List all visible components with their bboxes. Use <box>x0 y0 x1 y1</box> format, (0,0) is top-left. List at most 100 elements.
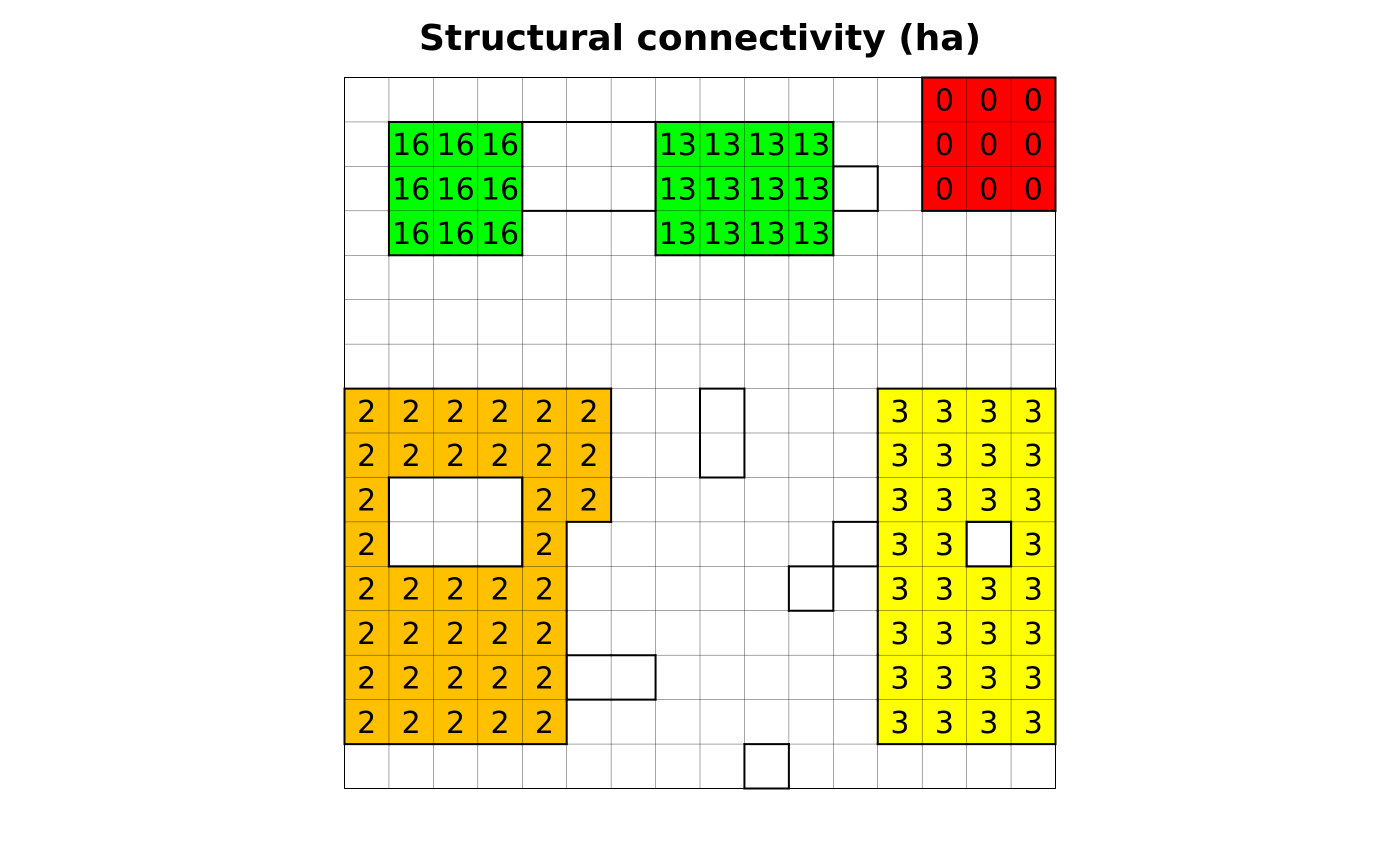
grid-cell <box>744 299 790 345</box>
grid-cell <box>966 433 1012 478</box>
grid-cell <box>833 655 879 701</box>
grid-cell <box>611 388 656 434</box>
grid-cell <box>611 433 656 478</box>
grid-cell <box>922 566 968 612</box>
cell-label: 2 <box>446 617 465 652</box>
grid-cell <box>922 610 968 656</box>
grid-cell <box>477 344 523 389</box>
grid-cell <box>477 699 523 745</box>
cell-label: 2 <box>357 395 376 430</box>
grid-cell <box>700 610 745 656</box>
grid-cell <box>877 433 923 478</box>
grid-cell <box>522 699 568 745</box>
cell-label: 2 <box>490 573 509 608</box>
grid-cell <box>344 477 390 523</box>
grid-cell <box>611 477 656 523</box>
grid-cell <box>700 210 745 256</box>
grid-cell <box>744 166 790 212</box>
cell-label: 2 <box>490 395 509 430</box>
cell-label: 0 <box>1024 173 1043 208</box>
grid-cell <box>1011 121 1056 167</box>
grid-cell <box>477 744 523 789</box>
cell-label: 3 <box>979 617 998 652</box>
grid-cell <box>833 255 879 301</box>
grid-cell <box>700 299 745 345</box>
grid-cell <box>744 655 790 701</box>
grid-cell <box>566 610 612 656</box>
grid-cell <box>655 121 701 167</box>
grid-cell <box>788 299 834 345</box>
grid-cell <box>700 388 745 434</box>
grid-cell <box>433 166 479 212</box>
grid-cell <box>833 121 879 167</box>
grid-cell <box>655 388 701 434</box>
grid-cell <box>833 433 879 478</box>
grid-cell <box>966 344 1012 389</box>
grid-cell <box>477 433 523 478</box>
cell-label: 16 <box>481 128 519 163</box>
grid-cell <box>1011 699 1056 745</box>
grid-cell <box>477 77 523 123</box>
cell-label: 2 <box>446 573 465 608</box>
grid-cell <box>788 344 834 389</box>
cell-label: 13 <box>659 173 697 208</box>
cell-label: 13 <box>659 128 697 163</box>
grid-cell <box>388 433 434 478</box>
grid-cell <box>833 210 879 256</box>
grid-cell <box>744 255 790 301</box>
grid-cell <box>344 77 390 123</box>
grid-cell <box>1011 255 1056 301</box>
grid-cell <box>1011 299 1056 345</box>
grid-cell <box>700 255 745 301</box>
grid-cell <box>966 166 1012 212</box>
cell-label: 2 <box>535 617 554 652</box>
grid-cell <box>966 77 1012 123</box>
grid-cell <box>433 121 479 167</box>
cell-label: 2 <box>535 484 554 519</box>
grid-cell <box>966 744 1012 789</box>
cell-label: 2 <box>357 484 376 519</box>
cell-label: 3 <box>979 395 998 430</box>
grid-cell <box>655 699 701 745</box>
grid-cell <box>388 121 434 167</box>
cell-label: 3 <box>935 617 954 652</box>
grid-cell <box>344 699 390 745</box>
cell-label: 0 <box>935 173 954 208</box>
cell-label: 16 <box>392 217 430 252</box>
cell-label: 16 <box>392 128 430 163</box>
grid-cell <box>433 744 479 789</box>
cell-label: 16 <box>481 217 519 252</box>
cell-label: 0 <box>979 84 998 119</box>
grid-cell <box>877 477 923 523</box>
grid-cell <box>700 166 745 212</box>
grid-cell <box>966 655 1012 701</box>
grid-cell <box>344 344 390 389</box>
grid-cell <box>744 77 790 123</box>
grid-cell <box>611 299 656 345</box>
grid-cell <box>388 521 434 567</box>
grid-cell <box>522 77 568 123</box>
grid-cell <box>566 477 612 523</box>
grid-cell <box>922 433 968 478</box>
grid-cell <box>566 299 612 345</box>
cell-label: 3 <box>935 395 954 430</box>
grid-cell <box>877 210 923 256</box>
grid-cell <box>966 521 1012 567</box>
grid-cell <box>566 210 612 256</box>
grid-cell <box>744 433 790 478</box>
grid-cell <box>477 166 523 212</box>
grid-cell <box>477 299 523 345</box>
cell-label: 2 <box>357 573 376 608</box>
cell-label: 2 <box>402 439 421 474</box>
grid-cell <box>700 744 745 789</box>
cell-label: 3 <box>979 706 998 741</box>
grid-cell <box>566 388 612 434</box>
grid-cell <box>344 210 390 256</box>
grid-cell <box>388 77 434 123</box>
grid-cell <box>566 77 612 123</box>
cell-label: 16 <box>481 173 519 208</box>
grid-cell <box>344 433 390 478</box>
grid-cell <box>566 433 612 478</box>
grid-cell <box>566 344 612 389</box>
grid-frame <box>344 77 1056 789</box>
